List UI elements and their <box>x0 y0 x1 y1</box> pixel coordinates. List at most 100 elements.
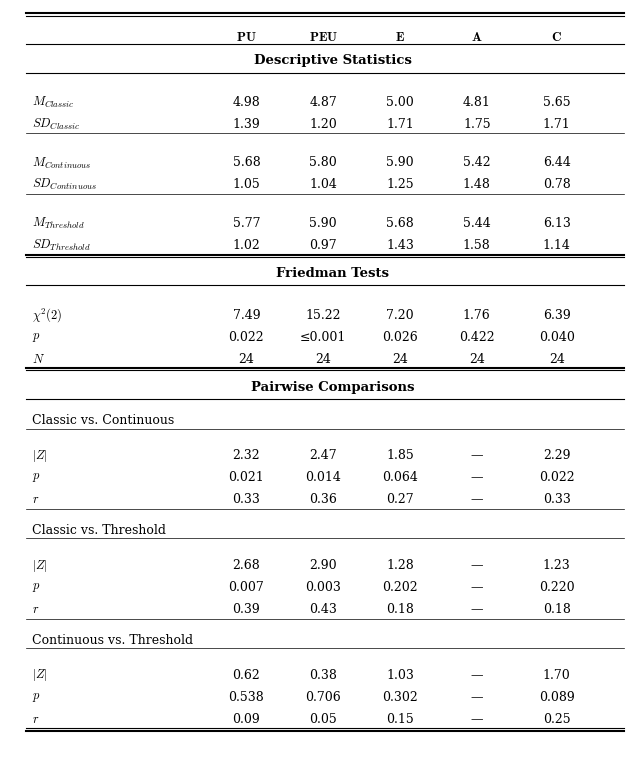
Text: 0.003: 0.003 <box>305 581 341 594</box>
Text: 2.29: 2.29 <box>543 449 570 462</box>
Text: $p$: $p$ <box>32 330 40 344</box>
Text: 4.87: 4.87 <box>309 96 337 109</box>
Text: 24: 24 <box>316 352 331 366</box>
Text: $SD_{Classic}$: $SD_{Classic}$ <box>32 117 81 132</box>
Text: 1.43: 1.43 <box>386 239 414 252</box>
Text: 0.33: 0.33 <box>543 493 571 506</box>
Text: 5.42: 5.42 <box>463 157 491 169</box>
Text: 2.47: 2.47 <box>309 449 337 462</box>
Text: 5.80: 5.80 <box>309 157 337 169</box>
Text: 0.302: 0.302 <box>382 691 418 704</box>
Text: 0.27: 0.27 <box>386 493 414 506</box>
Text: 0.09: 0.09 <box>232 713 260 726</box>
Text: 15.22: 15.22 <box>305 309 341 322</box>
Text: 1.71: 1.71 <box>386 117 414 131</box>
Text: 0.18: 0.18 <box>386 603 414 616</box>
Text: 24: 24 <box>392 352 408 366</box>
Text: 2.68: 2.68 <box>232 559 260 572</box>
Text: 0.089: 0.089 <box>539 691 575 704</box>
Text: 5.44: 5.44 <box>463 217 491 230</box>
Text: $SD_{Continuous}$: $SD_{Continuous}$ <box>32 177 97 193</box>
Text: 0.202: 0.202 <box>382 581 418 594</box>
Text: 1.20: 1.20 <box>309 117 337 131</box>
Text: 5.90: 5.90 <box>309 217 337 230</box>
Text: 6.39: 6.39 <box>543 309 571 322</box>
Text: 0.18: 0.18 <box>543 603 571 616</box>
Text: 5.68: 5.68 <box>386 217 414 230</box>
Text: $r$: $r$ <box>32 493 40 506</box>
Text: 6.13: 6.13 <box>543 217 571 230</box>
Text: 1.71: 1.71 <box>543 117 571 131</box>
Text: 0.36: 0.36 <box>309 493 337 506</box>
Text: 0.39: 0.39 <box>232 603 260 616</box>
Text: $|Z|$: $|Z|$ <box>32 667 48 684</box>
Text: 1.02: 1.02 <box>232 239 260 252</box>
Text: 0.014: 0.014 <box>305 471 341 484</box>
Text: 0.021: 0.021 <box>228 471 264 484</box>
Text: 1.85: 1.85 <box>386 449 414 462</box>
Text: 1.58: 1.58 <box>463 239 491 252</box>
Text: $\mathbf{PEU}$: $\mathbf{PEU}$ <box>308 31 338 44</box>
Text: 0.220: 0.220 <box>539 581 575 594</box>
Text: —: — <box>470 603 483 616</box>
Text: 4.81: 4.81 <box>463 96 491 109</box>
Text: $p$: $p$ <box>32 471 40 484</box>
Text: 0.62: 0.62 <box>232 669 260 682</box>
Text: 1.39: 1.39 <box>232 117 260 131</box>
Text: $p$: $p$ <box>32 581 40 594</box>
Text: 0.026: 0.026 <box>382 330 418 344</box>
Text: 0.97: 0.97 <box>309 239 337 252</box>
Text: 24: 24 <box>239 352 254 366</box>
Text: $r$: $r$ <box>32 603 40 616</box>
Text: 1.05: 1.05 <box>232 179 260 191</box>
Text: 0.38: 0.38 <box>309 669 337 682</box>
Text: 24: 24 <box>549 352 564 366</box>
Text: 0.33: 0.33 <box>232 493 260 506</box>
Text: 4.98: 4.98 <box>232 96 260 109</box>
Text: $|Z|$: $|Z|$ <box>32 557 48 574</box>
Text: $\mathbf{A}$: $\mathbf{A}$ <box>471 31 483 44</box>
Text: —: — <box>470 669 483 682</box>
Text: —: — <box>470 713 483 726</box>
Text: 1.25: 1.25 <box>386 179 414 191</box>
Text: $SD_{Threshold}$: $SD_{Threshold}$ <box>32 238 91 253</box>
Text: $\chi^{2}(2)$: $\chi^{2}(2)$ <box>32 306 63 324</box>
Text: 0.022: 0.022 <box>539 471 575 484</box>
Text: 5.00: 5.00 <box>386 96 414 109</box>
Text: —: — <box>470 691 483 704</box>
Text: 0.25: 0.25 <box>543 713 571 726</box>
Text: Descriptive Statistics: Descriptive Statistics <box>254 54 412 67</box>
Text: 5.65: 5.65 <box>543 96 571 109</box>
Text: 1.03: 1.03 <box>386 669 414 682</box>
Text: 0.43: 0.43 <box>309 603 337 616</box>
Text: Continuous vs. Threshold: Continuous vs. Threshold <box>32 634 193 647</box>
Text: —: — <box>470 493 483 506</box>
Text: 7.20: 7.20 <box>386 309 414 322</box>
Text: $p$: $p$ <box>32 691 40 704</box>
Text: $N$: $N$ <box>32 352 45 366</box>
Text: 1.23: 1.23 <box>543 559 571 572</box>
Text: Classic vs. Continuous: Classic vs. Continuous <box>32 414 174 428</box>
Text: 0.15: 0.15 <box>386 713 414 726</box>
Text: 1.04: 1.04 <box>309 179 337 191</box>
Text: $r$: $r$ <box>32 713 40 726</box>
Text: 0.706: 0.706 <box>305 691 341 704</box>
Text: 0.05: 0.05 <box>309 713 337 726</box>
Text: 1.14: 1.14 <box>543 239 571 252</box>
Text: 1.70: 1.70 <box>543 669 571 682</box>
Text: $M_{Threshold}$: $M_{Threshold}$ <box>32 216 85 231</box>
Text: ≤0.001: ≤0.001 <box>300 330 346 344</box>
Text: 0.022: 0.022 <box>228 330 264 344</box>
Text: 1.28: 1.28 <box>386 559 414 572</box>
Text: 2.90: 2.90 <box>309 559 337 572</box>
Text: 0.007: 0.007 <box>228 581 264 594</box>
Text: —: — <box>470 471 483 484</box>
Text: Pairwise Comparisons: Pairwise Comparisons <box>251 381 415 394</box>
Text: 1.76: 1.76 <box>463 309 491 322</box>
Text: $\mathbf{C}$: $\mathbf{C}$ <box>552 31 562 44</box>
Text: 7.49: 7.49 <box>232 309 260 322</box>
Text: 6.44: 6.44 <box>543 157 571 169</box>
Text: Friedman Tests: Friedman Tests <box>276 267 389 280</box>
Text: Classic vs. Threshold: Classic vs. Threshold <box>32 524 166 537</box>
Text: $M_{Continuous}$: $M_{Continuous}$ <box>32 155 92 171</box>
